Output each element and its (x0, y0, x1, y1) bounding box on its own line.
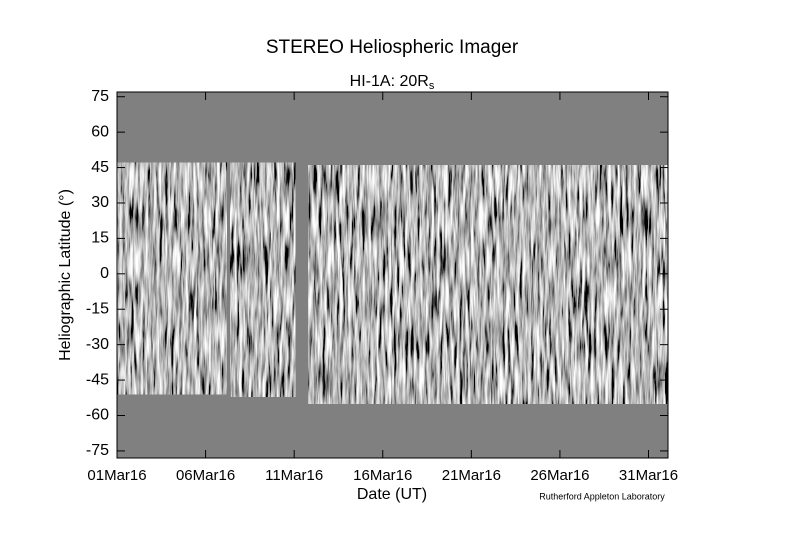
plot-area: 75 60 45 30 15 0 -15 -30 -45 -60 -75 01Mar16 06Mar16… (86, 88, 678, 484)
x-tick-label: 21Mar16 (442, 467, 501, 484)
y-tick-label: 75 (91, 88, 109, 105)
x-tick-label: 01Mar16 (87, 467, 146, 484)
x-axis-label: Date (UT) (357, 486, 427, 503)
y-tick-label: -15 (86, 300, 109, 317)
x-tick-label: 06Mar16 (176, 467, 235, 484)
y-tick-label: 30 (91, 194, 109, 211)
y-tick-label: 60 (91, 123, 109, 140)
y-axis-label: Heliographic Latitude (°) (57, 189, 74, 361)
data-segment (230, 162, 296, 397)
plot-frame (116, 91, 669, 459)
y-tick-label: 0 (100, 265, 109, 282)
y-tick-label: -60 (86, 407, 109, 424)
x-tick-label: 11Mar16 (265, 467, 323, 484)
chart-subtitle: HI-1A: 20Rs (350, 73, 435, 92)
data-segment (117, 162, 227, 395)
x-tick-label: 16Mar16 (353, 467, 412, 484)
subtitle-subscript: s (429, 80, 435, 92)
y-tick-label: -75 (86, 442, 109, 459)
y-tick-label: 15 (91, 230, 109, 247)
chart-title: STEREO Heliospheric Imager (266, 37, 519, 58)
y-tick-label: -30 (86, 336, 109, 353)
y-tick-label: -45 (86, 371, 109, 388)
subtitle-text: HI-1A: 20R (350, 73, 429, 90)
credit: Rutherford Appleton Laboratory (539, 491, 665, 501)
x-tick-label: 26Mar16 (530, 467, 589, 484)
y-tick-label: 45 (91, 159, 109, 176)
data-segment (308, 165, 668, 404)
x-tick-label: 31Mar16 (619, 467, 678, 484)
